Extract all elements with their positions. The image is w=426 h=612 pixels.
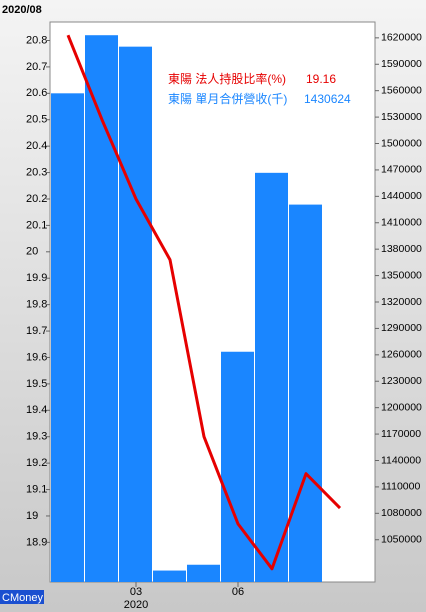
bar — [221, 351, 254, 582]
y2-tick-label: 1500000 — [381, 137, 422, 149]
legend-label: 東陽 法人持股比率(%) — [168, 71, 286, 86]
y2-tick-label: 1110000 — [381, 481, 420, 493]
legend-value: 19.16 — [306, 72, 336, 86]
y2-tick-label: 1080000 — [381, 507, 422, 519]
y2-tick-label: 1410000 — [381, 217, 422, 229]
y2-tick-label: 1560000 — [381, 84, 422, 96]
y2-tick-label: 1350000 — [381, 269, 422, 281]
y2-tick-label: 1290000 — [381, 322, 422, 334]
y-tick-label: 19.3 — [26, 431, 47, 443]
y2-tick-label: 1260000 — [381, 349, 422, 361]
x-tick-label: 03 — [130, 586, 142, 598]
y-tick-label: 19.4 — [26, 404, 47, 416]
bar — [51, 93, 84, 583]
y-tick-label: 20.4 — [26, 140, 47, 152]
y-tick-label: 20.3 — [26, 166, 47, 178]
y-tick-label: 20.1 — [26, 219, 47, 231]
x-tick-label: 06 — [232, 586, 244, 598]
legend-label: 東陽 單月合併營收(千) — [168, 91, 287, 106]
y2-tick-label: 1380000 — [381, 243, 422, 255]
legend-value: 1430624 — [304, 92, 351, 106]
bar — [255, 172, 288, 582]
x-annotation: 2020 — [124, 599, 148, 611]
y2-tick-label: 1320000 — [381, 296, 422, 308]
y-tick-label: 19.1 — [26, 483, 47, 495]
y2-tick-label: 1470000 — [381, 164, 422, 176]
source: CMoney — [2, 592, 43, 604]
y2-tick-label: 1050000 — [381, 534, 422, 546]
y2-tick-label: 1140000 — [381, 454, 421, 466]
y-tick-label: 18.9 — [26, 536, 47, 548]
bar — [289, 204, 322, 582]
y-tick-label: 19.8 — [26, 299, 47, 311]
line — [66, 34, 342, 571]
y2-tick-label: 1200000 — [381, 401, 422, 413]
bar — [187, 564, 220, 582]
y2-tick-label: 1440000 — [381, 190, 422, 202]
y-tick-label: 19.9 — [26, 272, 47, 284]
y-tick-label: 19.2 — [26, 457, 47, 469]
y-tick-label: 20 — [26, 246, 38, 258]
y-tick-label: 19.7 — [26, 325, 47, 337]
y2-tick-label: 1590000 — [381, 58, 422, 70]
y-tick-label: 20.2 — [26, 193, 47, 205]
bar — [119, 46, 152, 582]
y-tick-label: 20.8 — [26, 34, 47, 46]
chart-title: 2020/08 — [2, 4, 42, 16]
y-tick-label: 19 — [26, 510, 38, 522]
y-tick-label: 19.5 — [26, 378, 47, 390]
y2-tick-label: 1230000 — [381, 375, 422, 387]
bar — [85, 35, 118, 583]
y2-tick-label: 1170000 — [381, 428, 421, 440]
y2-tick-label: 1530000 — [381, 111, 422, 123]
y2-tick-label: 1620000 — [381, 32, 422, 44]
y-tick-label: 20.7 — [26, 61, 47, 73]
y-tick-label: 20.5 — [26, 114, 47, 126]
source-badge — [0, 590, 44, 604]
y-tick-label: 20.6 — [26, 87, 47, 99]
y-tick-label: 19.6 — [26, 351, 47, 363]
bar — [153, 570, 186, 582]
layer: 18.9 19 19.1 19.2 19.3 19.4 19.5 19.6 19.7 19.8 19… — [26, 32, 422, 611]
